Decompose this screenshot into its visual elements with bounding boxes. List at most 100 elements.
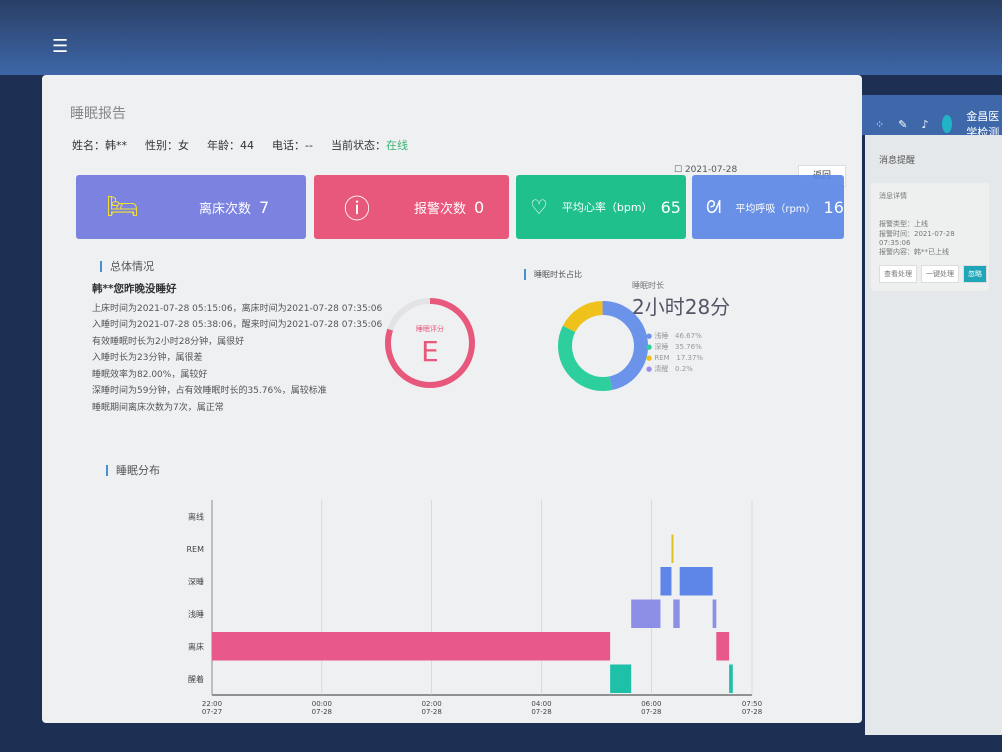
sleep-duration: 睡眠时长 2小时28分 [632,280,730,320]
legend-label: 浅睡 [654,332,669,340]
donut-slice [558,325,613,391]
legend-item: ● 深睡 35.76% [646,343,702,351]
duration-value: 2小时28分 [632,295,731,319]
patient-gender: 性别：女 [145,139,189,152]
nav-right: ⁘ ✎ ♪ 金昌医学检测 [875,108,1002,140]
nav-strip [860,95,1002,135]
ratio-legend: ● 浅睡 46.67% ● 深睡 35.76% ● REM 17.37% ● 清醒 0… [646,331,703,375]
card-label: 报警次数 [414,201,467,217]
ignore-button[interactable]: 忽略 [963,265,987,283]
report-panel: 睡眠报告 姓名：韩** 性别：女 年龄：44 电话：-- 当前状态：在线 ☐ 2… [42,75,862,723]
legend-value: 46.67% [675,332,702,340]
bed-icon: 🛏 [106,192,140,222]
score-label: 睡眠评分 [416,324,444,333]
sleep-segment [610,664,632,693]
y-tick-label: REM [186,545,204,554]
message-panel: 消息提醒 消息详情 报警类型：上线 报警时间：2021-07-28 07:35:… [865,135,1002,735]
x-tick-date: 07-28 [742,708,762,716]
patient-info: 姓名：韩** 性别：女 年龄：44 电话：-- 当前状态：在线 [72,137,408,153]
overview-headline: 韩**您昨晚没睡好 [92,283,177,295]
card-label: 离床次数 [199,201,252,217]
x-tick-date: 07-28 [421,708,441,716]
grid-icon[interactable]: ⁘ [875,117,885,131]
card-alarms: ⓘ 报警次数 0 [314,175,509,239]
legend-item: ● 浅睡 46.67% [646,332,702,340]
patient-age: 年龄：44 [207,139,254,152]
summary-line: 睡眠效率为82.00%，属较好 [92,369,208,380]
legend-item: ● 清醒 0.2% [646,365,693,373]
donut-slice [602,301,648,391]
message-title: 消息详情 [879,192,907,200]
message-line: 报警内容：韩**已上线 [879,248,949,256]
sleep-segment [212,632,611,661]
x-tick-label: 07:50 [742,700,762,708]
x-tick-label: 06:00 [641,700,661,708]
score-value: E [421,335,439,368]
card-respiration: ᘛ 平均呼吸（rpm） 16 [692,175,844,239]
sleep-segment [660,567,672,596]
summary-line: 有效睡眠时长为2小时28分钟，属很好 [92,336,245,347]
sleep-ratio-donut [558,301,648,391]
sleep-segment [673,599,680,628]
view-handle-button[interactable]: 查看处理 [879,265,917,283]
legend-value: 17.37% [676,354,704,362]
menu-icon[interactable]: ☰ [52,36,69,57]
x-tick-label: 00:00 [312,700,332,708]
card-value: 7 [259,197,270,217]
bell-icon[interactable]: ♪ [921,117,929,131]
message-line: 报警时间：2021-07-28 07:35:06 [879,230,955,247]
heart-rate-icon: ♡ [530,195,548,219]
settings-icon[interactable]: ✎ [898,117,908,131]
sleep-segment [716,632,730,661]
sleep-segment [631,599,661,628]
section-ratio-title: 睡眠时长占比 [524,269,582,280]
y-tick-label: 深睡 [188,577,204,586]
card-label: 平均呼吸（rpm） [735,203,816,215]
legend-label: 深睡 [654,343,669,351]
x-tick-date: 07-28 [641,708,661,716]
sleep-segment [671,534,674,563]
card-value: 0 [474,197,485,217]
status-label: 当前状态： [330,139,386,152]
y-tick-label: 离线 [188,511,204,521]
card-value: 65 [660,197,681,217]
patient-phone: 电话：-- [272,139,313,152]
y-tick-label: 离床 [188,641,204,651]
top-bar: ☰ [0,0,1002,75]
alert-icon: ⓘ [344,194,371,225]
summary-line: 深睡时间为59分钟，占有效睡眠时长的35.76%，属较标准 [92,386,327,396]
legend-label: 清醒 [654,365,669,373]
section-distribution-title: 睡眠分布 [106,465,160,476]
message-card: 消息详情 报警类型：上线 报警时间：2021-07-28 07:35:06 报警… [871,183,989,291]
sleep-distribution-chart: 醒着离床浅睡深睡REM离线22:0007-2700:0007-2802:0007… [186,500,762,716]
x-tick-date: 07-28 [531,708,551,716]
message-line: 报警类型：上线 [879,220,928,228]
legend-item: ● REM 17.37% [646,354,704,362]
card-bed-leave: 🛏 离床次数 7 [76,175,306,239]
x-tick-date: 07-27 [202,708,222,716]
donut-slice [562,301,603,333]
date-picker[interactable]: ☐ 2021-07-28 [674,165,738,175]
patient-name: 姓名：韩** [72,139,127,152]
sleep-segment [679,567,713,596]
legend-label: REM [654,354,670,362]
x-tick-label: 04:00 [531,700,551,708]
legend-value: 35.76% [675,343,702,351]
one-click-handle-button[interactable]: 一键处理 [921,265,959,283]
sleep-segment [712,599,717,628]
y-tick-label: 浅睡 [188,609,204,619]
summary-line: 上床时间为2021-07-28 05:15:06，离床时间为2021-07-28… [92,303,383,314]
status-badge: 在线 [385,139,408,152]
sleep-segment [729,664,733,693]
duration-label: 睡眠时长 [632,281,664,290]
message-panel-title: 消息提醒 [879,156,916,166]
legend-value: 0.2% [675,365,693,373]
section-overview-title: 总体情况 [100,261,154,272]
summary-line: 睡眠期间离床次数为7次，属正常 [92,402,224,413]
x-tick-label: 22:00 [202,700,222,708]
x-tick-date: 07-28 [312,708,332,716]
card-value: 16 [823,197,844,217]
avatar[interactable] [942,115,953,133]
overview-summary: 韩**您昨晚没睡好 上床时间为2021-07-28 05:15:06，离床时间为… [92,281,382,416]
sleep-score-gauge: 睡眠评分 E [385,298,475,388]
